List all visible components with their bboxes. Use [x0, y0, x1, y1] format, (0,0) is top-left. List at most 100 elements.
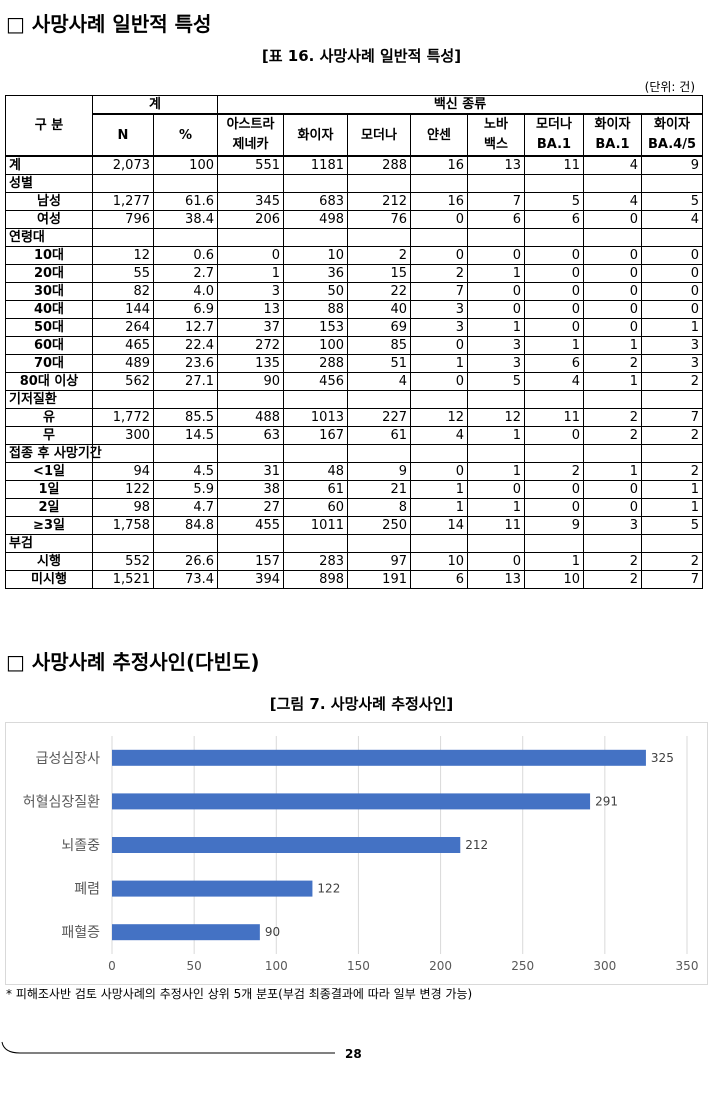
- row-label: 40대: [5, 300, 93, 319]
- bar: [112, 837, 461, 853]
- cell: [641, 228, 703, 247]
- cell: 1: [467, 426, 525, 445]
- cell: [410, 174, 468, 193]
- cell: [153, 390, 218, 409]
- cell: [283, 444, 348, 463]
- column-header: 아스트라 제네카: [217, 113, 284, 157]
- y-tick-label: 패혈증: [61, 925, 100, 941]
- cell: 10: [524, 570, 584, 589]
- cell: 50: [283, 282, 348, 301]
- cell: 12: [467, 408, 525, 427]
- cell: [347, 174, 411, 193]
- cell: 1011: [283, 516, 348, 535]
- cell: 16: [410, 192, 468, 211]
- cell: 1,772: [92, 408, 154, 427]
- cell: 1: [410, 354, 468, 373]
- cell: [524, 174, 584, 193]
- table-row: 40대 144 6.9 13 88 40 3 0 0 0 0: [5, 300, 703, 319]
- row-label: 부검: [5, 534, 93, 553]
- row-label: ≥3일: [5, 516, 93, 535]
- cell: 82: [92, 282, 154, 301]
- row-label: 60대: [5, 336, 93, 355]
- cell: 288: [347, 155, 411, 175]
- row-label: 남성: [5, 192, 93, 211]
- x-tick-label: 0: [108, 959, 116, 973]
- cell: 11: [467, 516, 525, 535]
- cell: 1: [467, 264, 525, 283]
- cell: 4: [524, 372, 584, 391]
- x-tick-label: 250: [511, 959, 534, 973]
- cell: 2: [583, 354, 642, 373]
- cell: 13: [217, 300, 284, 319]
- cell: 3: [410, 300, 468, 319]
- cell: 5: [641, 192, 703, 211]
- cell: 94: [92, 462, 154, 481]
- cell: [217, 390, 284, 409]
- column-header-line: 제네카: [232, 137, 269, 152]
- cell: 3: [583, 516, 642, 535]
- x-tick-label: 50: [187, 959, 202, 973]
- cell: 6: [524, 354, 584, 373]
- stub-header: 구 분: [5, 95, 93, 157]
- group-header: 백신 종류: [217, 95, 703, 115]
- cell: 7: [641, 408, 703, 427]
- cell: 27.1: [153, 372, 218, 391]
- column-header: 노바 백스: [467, 113, 525, 157]
- cell: 264: [92, 318, 154, 337]
- cell: [217, 534, 284, 553]
- cell: 1: [583, 462, 642, 481]
- row-label: 성별: [5, 174, 93, 193]
- cell: 0: [583, 246, 642, 265]
- cell: 0: [524, 498, 584, 517]
- table-row: 미시행 1,521 73.4 394 898 191 6 13 10 2 7: [5, 570, 703, 589]
- column-header: 모더나: [347, 113, 411, 157]
- cell: 5: [524, 192, 584, 211]
- cell: 2: [583, 408, 642, 427]
- cell: 61: [347, 426, 411, 445]
- cell: 2: [641, 552, 703, 571]
- cell: 10: [410, 552, 468, 571]
- cell: 16: [410, 155, 468, 175]
- table-row: 2일 98 4.7 27 60 8 1 1 0 0 1: [5, 498, 703, 517]
- cell: 0: [467, 300, 525, 319]
- row-label: 50대: [5, 318, 93, 337]
- cell: [283, 390, 348, 409]
- cell: 465: [92, 336, 154, 355]
- x-tick-label: 300: [593, 959, 616, 973]
- column-header-line: 화이자: [594, 117, 631, 132]
- footer-rule: [1, 1041, 335, 1054]
- cell: 7: [641, 570, 703, 589]
- cell: 5.9: [153, 480, 218, 499]
- cell: 191: [347, 570, 411, 589]
- cell: 488: [217, 408, 284, 427]
- cell: 0: [583, 498, 642, 517]
- cell: 4.0: [153, 282, 218, 301]
- cell: 7: [467, 192, 525, 211]
- cell: 3: [467, 336, 525, 355]
- cell: 7: [410, 282, 468, 301]
- cell: 1: [524, 336, 584, 355]
- y-tick-label: 뇌졸중: [61, 838, 100, 854]
- cell: 1,758: [92, 516, 154, 535]
- cell: [283, 534, 348, 553]
- cell: [467, 174, 525, 193]
- cell: 0: [410, 246, 468, 265]
- cell: 4: [347, 372, 411, 391]
- cell: 4: [410, 426, 468, 445]
- cell: [583, 534, 642, 553]
- cell: 13: [467, 155, 525, 175]
- cell: 1: [410, 498, 468, 517]
- cell: [467, 390, 525, 409]
- cell: [217, 444, 284, 463]
- cell: 14.5: [153, 426, 218, 445]
- cell: 3: [467, 354, 525, 373]
- cell: 12: [92, 246, 154, 265]
- cell: 38.4: [153, 210, 218, 229]
- row-label: 80대 이상: [5, 372, 93, 391]
- cell: [217, 174, 284, 193]
- cell: 1: [410, 480, 468, 499]
- cell: 21: [347, 480, 411, 499]
- column-header: 얀센: [410, 113, 468, 157]
- y-tick-label: 허혈심장질환: [23, 794, 100, 810]
- cell: 63: [217, 426, 284, 445]
